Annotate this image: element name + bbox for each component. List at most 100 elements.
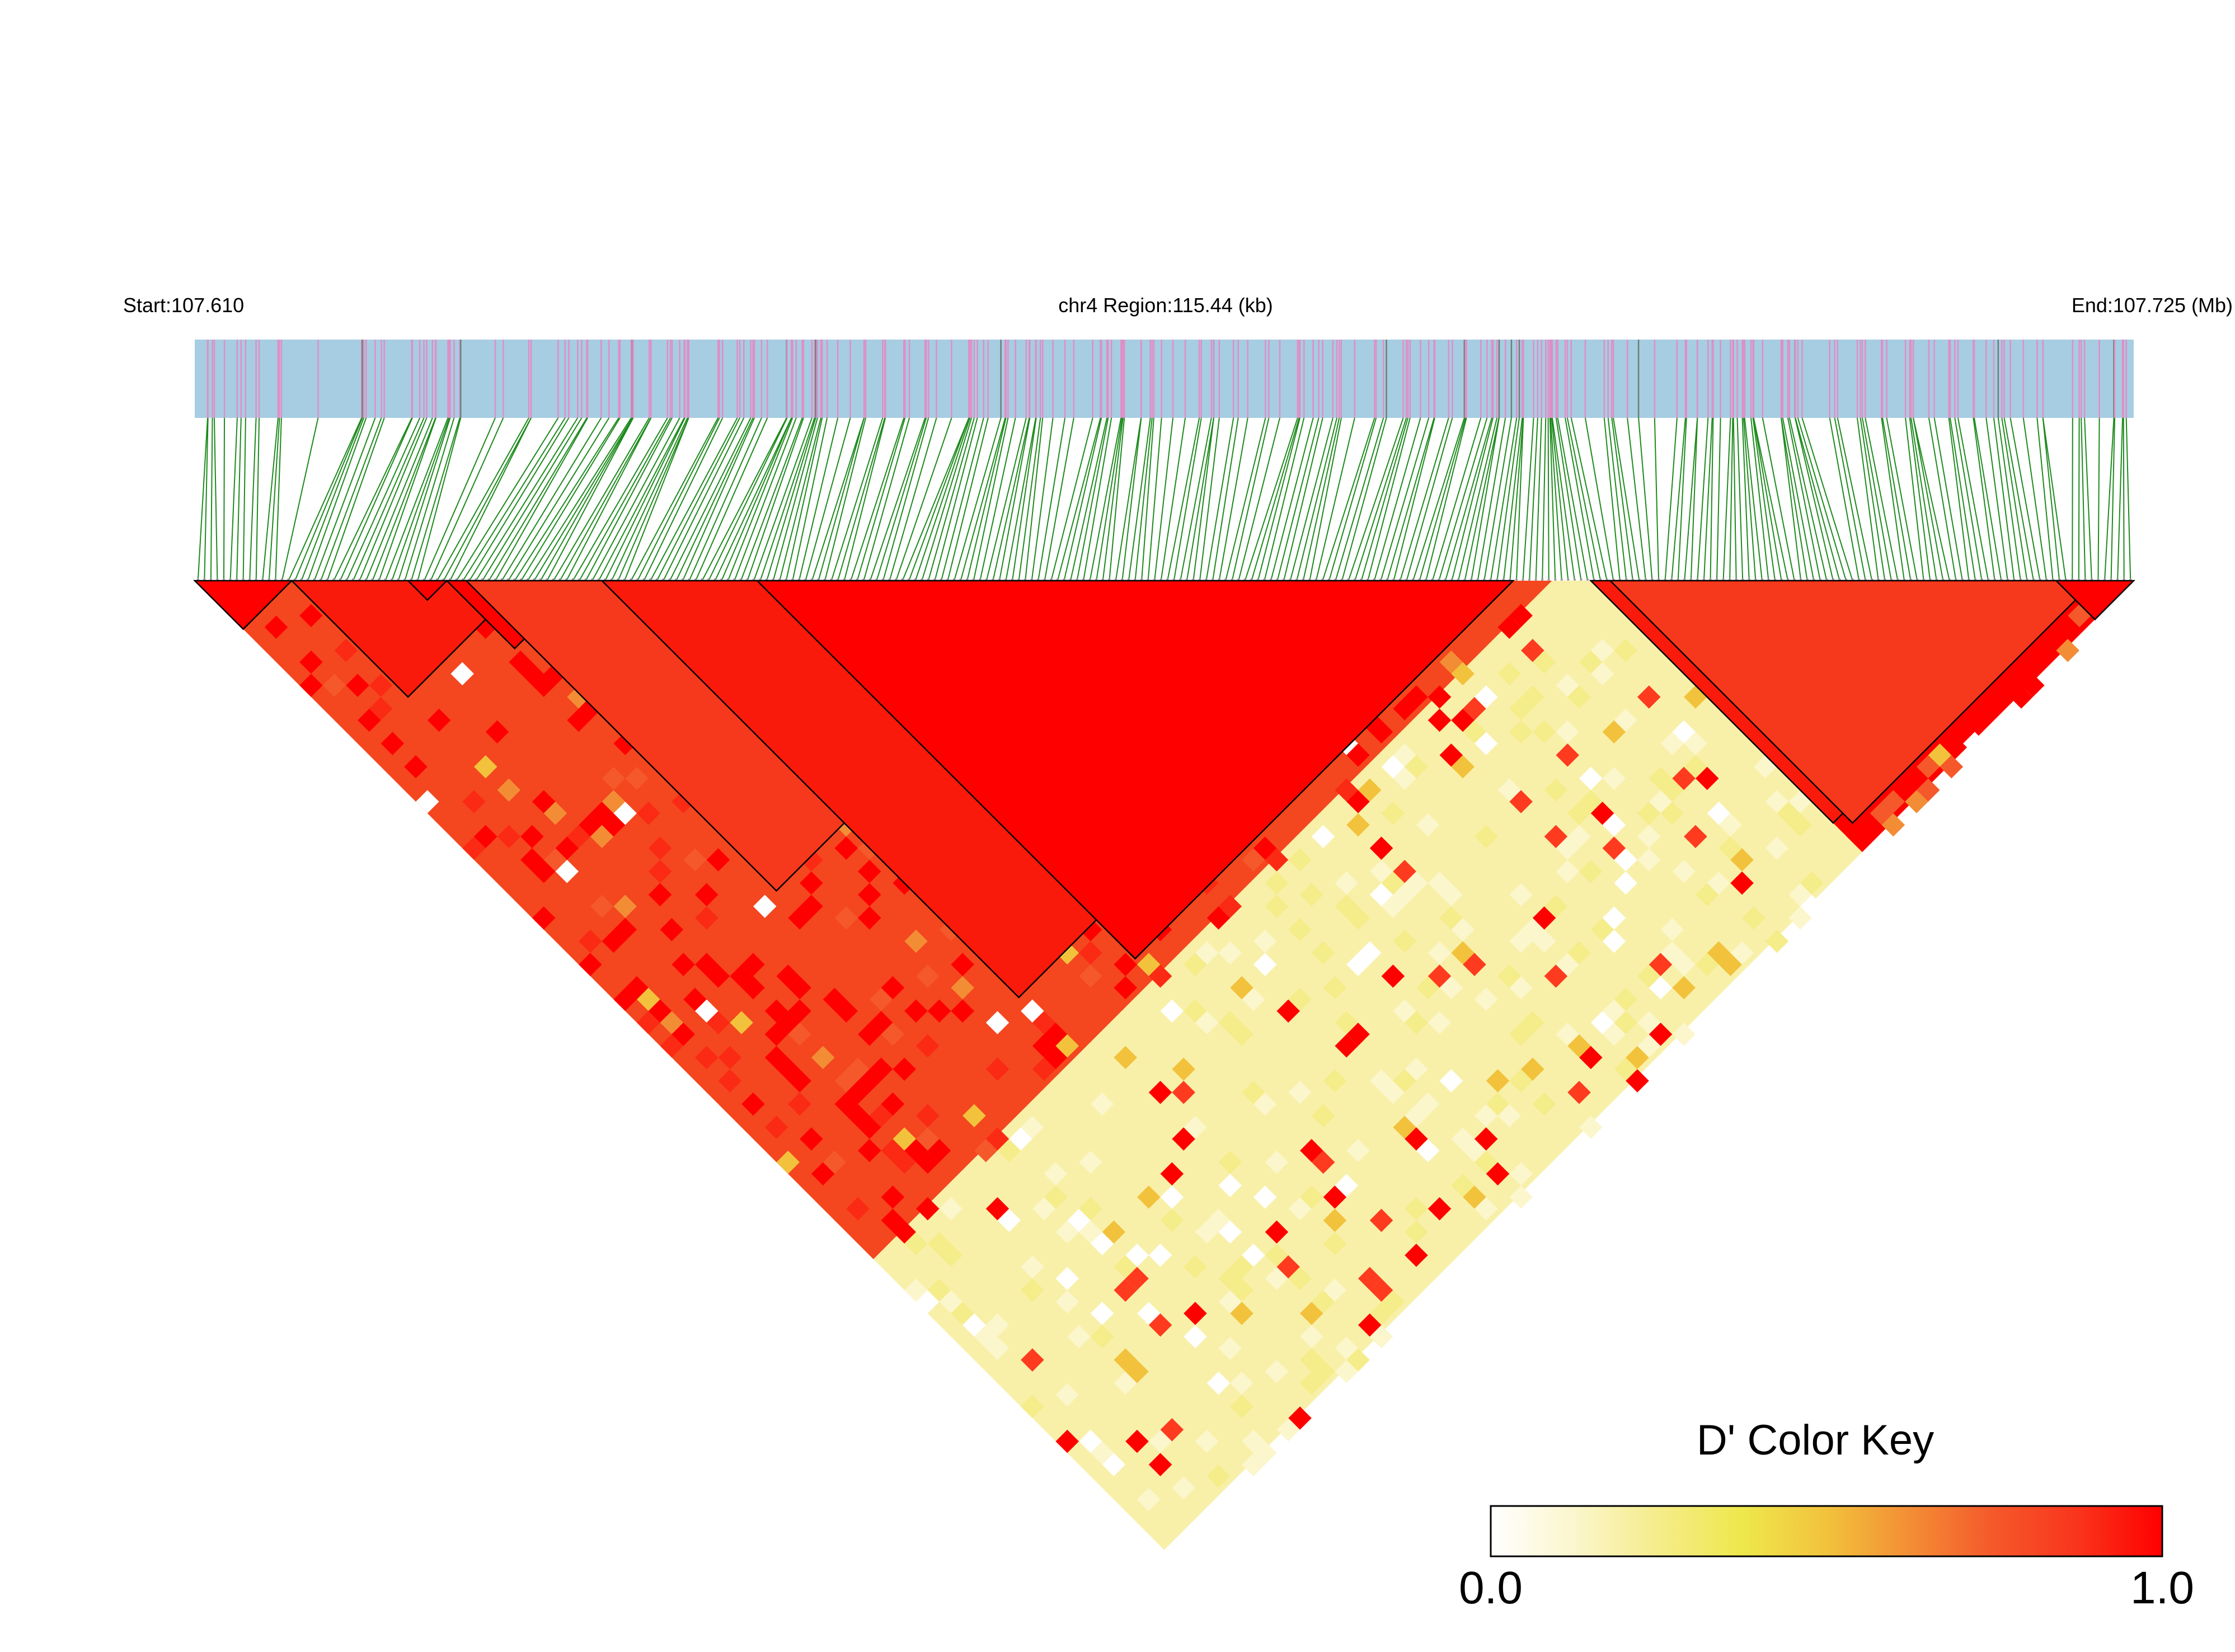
heatmap-cell <box>1055 1290 1079 1314</box>
snp-connector <box>1393 417 1435 581</box>
snp-connector <box>1529 417 1538 581</box>
snp-connector <box>611 417 688 581</box>
snp-connector <box>901 417 970 581</box>
heatmap-cell <box>1963 732 1987 755</box>
snp-connector <box>701 417 787 581</box>
heatmap-cell <box>450 662 474 686</box>
heatmap-cell <box>683 848 707 872</box>
heatmap-cell <box>881 1023 905 1046</box>
snp-connector <box>1716 417 1721 581</box>
snp-connector <box>1199 417 1220 581</box>
snp-connector <box>514 417 619 581</box>
snp-connector <box>1464 417 1500 581</box>
heatmap-cell <box>579 929 602 953</box>
heatmap-cell <box>1055 1034 1079 1058</box>
snp-connector <box>1502 417 1523 581</box>
snp-connector <box>1565 417 1595 581</box>
heatmap-cell <box>473 755 497 779</box>
snp-connector <box>1257 417 1301 581</box>
snp-connector <box>1860 417 1886 581</box>
heatmap-cell <box>1567 1080 1591 1104</box>
heatmap-cell <box>1114 953 1137 976</box>
heatmap-cell <box>1242 1244 1265 1267</box>
heatmap-cell <box>1172 1057 1195 1081</box>
heatmap-cell <box>1451 708 1475 732</box>
snp-connector <box>1380 417 1430 581</box>
heatmap-cell <box>1940 755 1964 779</box>
heatmap-cell <box>1579 766 1603 790</box>
snp-connector <box>2042 417 2060 581</box>
snp-connector <box>1613 417 1640 581</box>
snp-connector <box>540 417 633 581</box>
snp-connector <box>1328 417 1377 581</box>
heatmap-cell <box>788 1092 811 1116</box>
snp-connector <box>870 417 926 581</box>
heatmap-cell <box>776 1150 800 1174</box>
heatmap-cell <box>1265 871 1289 895</box>
heatmap-cell <box>951 999 974 1023</box>
heatmap-cell <box>1265 848 1289 872</box>
heatmap-cell <box>648 859 672 883</box>
snp-connector <box>430 417 504 581</box>
snp-connector <box>863 417 910 581</box>
snp-connector <box>456 417 559 581</box>
heatmap-cell <box>869 987 893 1011</box>
color-key-max-label: 1.0 <box>2130 1562 2194 1613</box>
heatmap-cell <box>1230 1278 1253 1302</box>
heatmap-cell <box>1358 778 1382 802</box>
snp-connector <box>663 417 745 581</box>
heatmap-cell <box>1707 802 1731 825</box>
snp-marker <box>1528 578 1531 581</box>
heatmap-cell <box>1253 929 1277 953</box>
heatmap-cell <box>416 790 439 813</box>
snp-connector <box>1535 417 1542 581</box>
heatmap-cell <box>1335 1174 1358 1197</box>
heatmap-cell <box>1137 1488 1161 1512</box>
heatmap-cell <box>1323 1278 1347 1302</box>
heatmap-cell <box>915 964 940 988</box>
heatmap-cell <box>299 674 323 697</box>
snp-connector <box>1083 417 1112 581</box>
snp-connector <box>934 417 978 581</box>
heatmap-cell <box>1451 917 1475 942</box>
heatmap-cell <box>1765 836 1789 860</box>
heatmap-cell <box>1405 1220 1428 1244</box>
heatmap-cell <box>1614 848 1637 872</box>
heatmap-cell <box>951 976 974 1000</box>
heatmap-cell <box>1253 836 1277 860</box>
heatmap-cell <box>1509 696 1533 721</box>
heatmap-cell <box>1381 755 1405 779</box>
heatmap-cell <box>590 802 614 825</box>
heatmap-cell <box>1079 964 1102 988</box>
snp-connector <box>998 417 1031 581</box>
heatmap-cell <box>1497 1104 1522 1128</box>
heatmap-cell <box>1590 917 1614 942</box>
heatmap-cell <box>1416 1138 1440 1162</box>
heatmap-cell <box>532 790 556 813</box>
heatmap-cell <box>2021 674 2045 697</box>
heatmap-cell <box>1428 708 1452 732</box>
snp-connector <box>1109 417 1125 581</box>
snp-connector <box>1012 417 1037 581</box>
color-key: D' Color Key 0.0 1.0 <box>1459 1416 2194 1613</box>
heatmap-cell <box>1556 859 1580 883</box>
snp-connector <box>772 417 818 581</box>
heatmap-cell <box>625 766 649 790</box>
heatmap-cell <box>1707 941 1731 965</box>
heatmap-cell <box>1079 1150 1102 1174</box>
snp-connector <box>1154 417 1174 581</box>
heatmap-cell <box>1590 802 1614 825</box>
heatmap-cell <box>1335 1034 1358 1058</box>
heatmap-cell <box>1265 1267 1289 1291</box>
snp-connector <box>721 417 792 581</box>
heatmap-cell <box>718 1046 742 1070</box>
heatmap-cell <box>915 1034 940 1058</box>
snp-marker <box>1580 578 1583 581</box>
heatmap-cell <box>985 1313 1009 1337</box>
heatmap-cell <box>1206 1371 1231 1395</box>
heatmap-cell <box>462 790 486 813</box>
snp-connector <box>2009 417 2041 581</box>
snp-connector <box>1458 417 1498 581</box>
heatmap-cell <box>776 1011 800 1034</box>
heatmap-cell <box>1405 1057 1428 1081</box>
